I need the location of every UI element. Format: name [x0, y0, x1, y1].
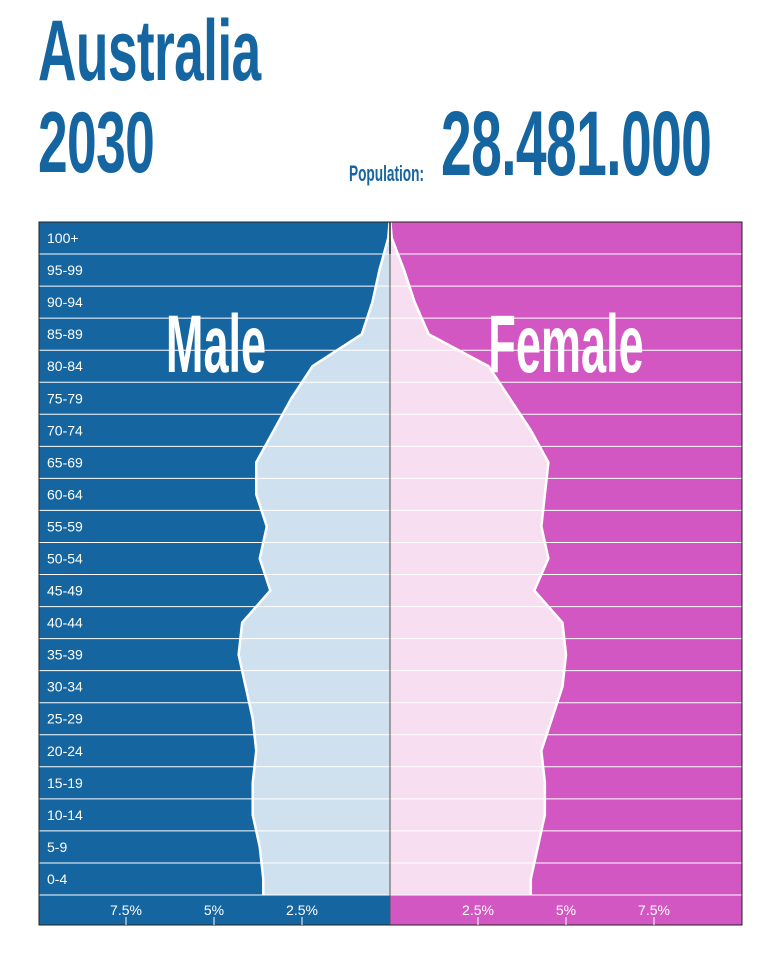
age-label: 65-69 — [47, 454, 83, 470]
female-area — [390, 218, 566, 895]
age-label: 100+ — [47, 230, 79, 246]
population-label: Population: — [349, 161, 425, 186]
age-label: 0-4 — [47, 871, 67, 887]
age-label: 70-74 — [47, 422, 83, 438]
female-label: Female — [488, 299, 643, 391]
female-series-line — [388, 217, 568, 895]
age-label: 85-89 — [47, 326, 83, 342]
age-label: 25-29 — [47, 711, 83, 727]
age-label: 5-9 — [47, 839, 67, 855]
x-tick-label: 7.5% — [110, 902, 142, 918]
age-label: 15-19 — [47, 775, 83, 791]
age-label: 75-79 — [47, 390, 83, 406]
age-label: 30-34 — [47, 679, 83, 695]
age-label: 95-99 — [47, 262, 83, 278]
male-series-line — [237, 217, 392, 895]
male-area — [238, 218, 390, 895]
age-label: 45-49 — [47, 583, 83, 599]
age-label: 35-39 — [47, 647, 83, 663]
age-label: 80-84 — [47, 358, 83, 374]
age-label: 50-54 — [47, 551, 83, 567]
country-title: Australia — [38, 3, 261, 99]
age-label: 40-44 — [47, 615, 83, 631]
x-tick-label: 2.5% — [286, 902, 318, 918]
chart-frame — [38, 221, 743, 926]
male-label: Male — [166, 299, 266, 391]
age-label: 10-14 — [47, 807, 83, 823]
x-tick-label: 5% — [556, 902, 576, 918]
age-label: 60-64 — [47, 486, 83, 502]
population-value: 28.481.000 — [441, 93, 712, 195]
x-tick-label: 7.5% — [638, 902, 670, 918]
age-label: 90-94 — [47, 294, 83, 310]
age-label: 55-59 — [47, 518, 83, 534]
x-tick-label: 2.5% — [462, 902, 494, 918]
x-tick-label: 5% — [204, 902, 224, 918]
year-title: 2030 — [38, 95, 155, 191]
age-label: 20-24 — [47, 743, 83, 759]
